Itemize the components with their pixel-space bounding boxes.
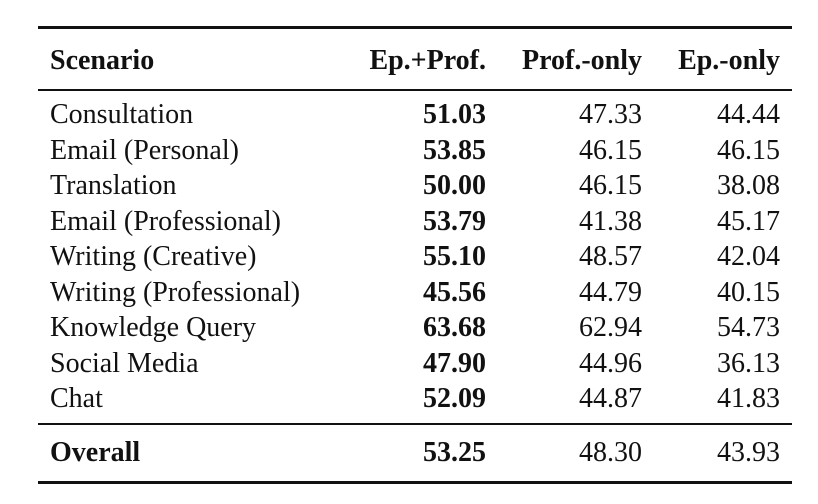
cell-ep-prof: 52.09	[423, 383, 486, 414]
cell-ep-only: 41.83	[717, 383, 780, 414]
cell-prof-only: 44.87	[579, 383, 642, 414]
table-row: Writing (Creative) 55.10 48.57 42.04	[38, 239, 792, 275]
cell-ep-only: 40.15	[717, 276, 780, 308]
cell-ep-only: 45.17	[717, 205, 780, 237]
table-row: Social Media 47.90 44.96 36.13	[38, 346, 792, 382]
cell-ep-prof: 63.68	[423, 312, 486, 343]
cell-ep-only: 36.13	[717, 347, 780, 379]
cell-ep-prof: 53.85	[423, 134, 486, 166]
table-row: Email (Personal) 53.85 46.15 46.15	[38, 133, 792, 169]
cell-prof-only: 46.15	[579, 170, 642, 201]
table-row: Translation 50.00 46.15 38.08	[38, 168, 792, 204]
header-prof-only: Prof.-only	[521, 45, 642, 76]
cell-ep-prof: 50.00	[423, 170, 486, 201]
cell-ep-only: 54.73	[717, 312, 780, 343]
cell-prof-only: 47.33	[579, 99, 642, 130]
cell-scenario: Email (Professional)	[50, 205, 281, 237]
cell-ep-only: 42.04	[717, 241, 780, 272]
table-overall-section: Overall 53.25 48.30 43.93	[38, 423, 792, 482]
results-table: Scenario Ep.+Prof. Prof.-only Ep.-only C…	[38, 26, 792, 484]
table-row: Consultation 51.03 47.33 44.44	[38, 90, 792, 133]
cell-overall-ep-prof: 53.25	[423, 436, 486, 468]
cell-ep-prof: 55.10	[423, 241, 486, 272]
cell-scenario: Translation	[50, 170, 177, 201]
cell-scenario: Writing (Creative)	[50, 241, 257, 272]
cell-ep-prof: 53.79	[423, 205, 486, 237]
header-ep-prof: Ep.+Prof.	[369, 45, 486, 76]
cell-ep-prof: 45.56	[423, 276, 486, 308]
cell-ep-only: 46.15	[717, 134, 780, 166]
cell-prof-only: 62.94	[579, 312, 642, 343]
cell-prof-only: 44.96	[579, 347, 642, 379]
cell-ep-prof: 51.03	[423, 99, 486, 130]
table-header: Scenario Ep.+Prof. Prof.-only Ep.-only	[38, 27, 792, 90]
cell-scenario: Writing (Professional)	[50, 276, 301, 308]
cell-scenario: Social Media	[50, 347, 199, 379]
table-row: Email (Professional) 53.79 41.38 45.17	[38, 204, 792, 240]
table-row: Knowledge Query 63.68 62.94 54.73	[38, 310, 792, 346]
cell-overall-label: Overall	[50, 436, 141, 468]
overall-row: Overall 53.25 48.30 43.93	[38, 423, 792, 482]
table-row: Writing (Professional) 45.56 44.79 40.15	[38, 275, 792, 311]
cell-scenario: Consultation	[50, 99, 194, 130]
cell-overall-ep-only: 43.93	[717, 436, 780, 468]
cell-scenario: Chat	[50, 383, 103, 414]
table-body: Consultation 51.03 47.33 44.44 Email (Pe…	[38, 90, 792, 424]
cell-ep-only: 38.08	[717, 170, 780, 201]
cell-prof-only: 48.57	[579, 241, 642, 272]
table-row: Chat 52.09 44.87 41.83	[38, 381, 792, 424]
header-scenario: Scenario	[50, 45, 155, 76]
header-ep-only: Ep.-only	[678, 45, 780, 76]
cell-overall-prof-only: 48.30	[579, 436, 642, 468]
cell-prof-only: 41.38	[579, 205, 642, 237]
cell-ep-only: 44.44	[717, 99, 780, 130]
cell-prof-only: 46.15	[579, 134, 642, 166]
header-row: Scenario Ep.+Prof. Prof.-only Ep.-only	[38, 27, 792, 90]
cell-scenario: Knowledge Query	[50, 312, 257, 343]
cell-ep-prof: 47.90	[423, 347, 486, 379]
cell-prof-only: 44.79	[579, 276, 642, 308]
results-table-container: Scenario Ep.+Prof. Prof.-only Ep.-only C…	[38, 26, 792, 484]
cell-scenario: Email (Personal)	[50, 134, 239, 166]
